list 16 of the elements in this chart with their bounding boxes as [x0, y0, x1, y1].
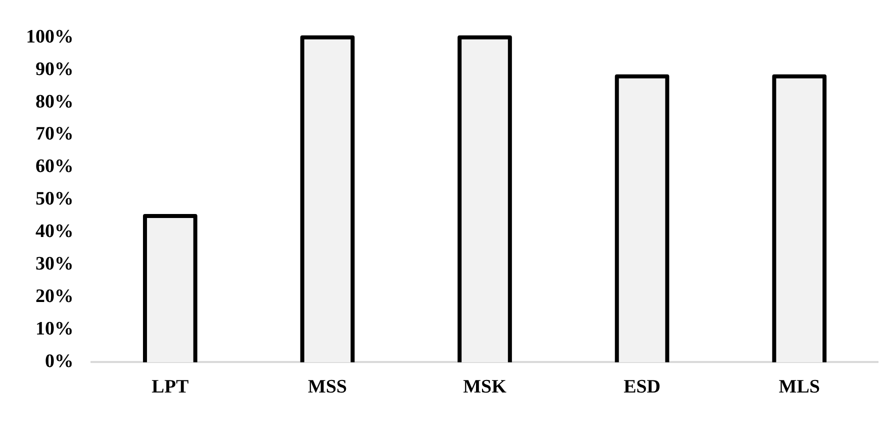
y-tick-label: 100%	[26, 26, 74, 48]
y-tick-label: 90%	[36, 58, 74, 80]
x-tick-label: MLS	[778, 376, 820, 398]
x-tick-label: ESD	[624, 376, 661, 398]
y-tick-label: 0%	[45, 351, 74, 372]
y-tick-label: 20%	[36, 286, 74, 308]
x-tick-label: MSS	[308, 376, 347, 398]
y-tick-label: 30%	[36, 254, 74, 275]
y-tick-label: 60%	[36, 156, 74, 178]
y-tick-label: 80%	[36, 91, 74, 112]
y-tick-label: 70%	[36, 124, 74, 145]
y-tick-label: 50%	[36, 188, 74, 210]
y-tick-label: 40%	[36, 221, 74, 242]
x-tick-label: MSK	[463, 376, 507, 398]
x-tick-label: LPT	[152, 376, 189, 398]
y-tick-label: 10%	[36, 318, 74, 340]
